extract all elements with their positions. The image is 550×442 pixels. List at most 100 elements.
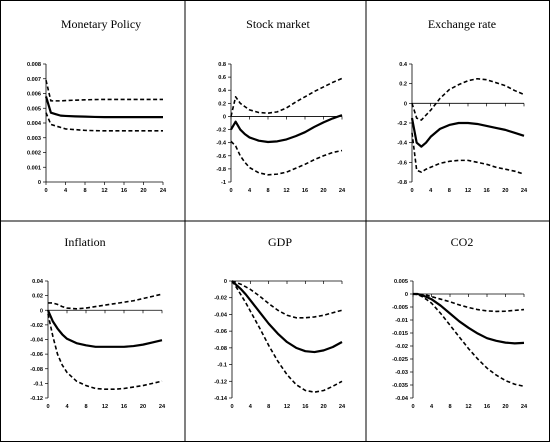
- x-tick-label: 0: [44, 188, 47, 194]
- y-tick-label: 0.003: [27, 136, 41, 142]
- x-tick-label: 16: [302, 188, 308, 194]
- y-tick-label: 0.2: [218, 101, 226, 107]
- y-tick-label: 0.008: [27, 62, 41, 68]
- y-tick-label: 0.004: [27, 121, 42, 127]
- y-tick-label: -0.04: [395, 396, 409, 402]
- x-tick-label: 12: [465, 188, 471, 194]
- y-tick-label: 0: [40, 308, 43, 314]
- x-tick-label: 24: [521, 188, 528, 194]
- series-line-upper-band: [413, 293, 525, 313]
- y-tick-label: 0.2: [399, 82, 407, 88]
- y-tick-label: -0.8: [216, 167, 226, 173]
- y-tick-label: -0.14: [214, 396, 228, 402]
- y-tick-label: -0.1: [33, 381, 43, 387]
- x-tick-label: 16: [484, 188, 490, 194]
- y-tick-label: -0.04: [30, 338, 44, 344]
- panel-exchange-rate: Exchange rate -0.8 -0.6 -0.4 -0.2 0 0.2 0.4 0 4 8…: [397, 17, 528, 194]
- panel-title: GDP: [268, 235, 292, 249]
- series-line-upper-band: [411, 77, 525, 121]
- x-tick-label: 4: [429, 188, 433, 194]
- x-tick-label: 16: [484, 404, 490, 410]
- x-tick-label: 12: [284, 404, 290, 410]
- x-tick-label: 24: [339, 404, 346, 410]
- x-tick-label: 8: [448, 188, 451, 194]
- y-tick-label: 0.002: [27, 151, 41, 157]
- y-tick-label: 0.8: [218, 62, 226, 68]
- y-tick-label: 0.001: [27, 165, 41, 171]
- y-tick-label: -0.02: [395, 344, 408, 350]
- series-line-estimate: [231, 280, 343, 354]
- x-tick-label: 20: [502, 188, 508, 194]
- x-tick-label: 20: [321, 404, 327, 410]
- panel-monetary-policy: Monetary Policy 0 0.001 0.002 0.003 0.004 0.0…: [27, 17, 167, 194]
- panel-title: CO2: [451, 235, 474, 249]
- y-tick-label: -0.12: [214, 379, 227, 385]
- panel-co2: CO2 -0.04 -0.035 -0.03 -0.025 -0.02 -0.015 -0.…: [392, 235, 528, 410]
- y-tick-label: -0.08: [30, 367, 43, 373]
- y-tick-label: 0.007: [27, 77, 41, 83]
- x-tick-label: 8: [83, 188, 86, 194]
- series-line-estimate: [44, 96, 163, 119]
- y-tick-label: -0.025: [392, 357, 408, 363]
- y-tick-label: -1: [221, 180, 226, 186]
- x-tick-label: 12: [101, 188, 107, 194]
- x-tick-label: 8: [267, 404, 270, 410]
- y-tick-label: -0.08: [214, 346, 227, 352]
- x-tick-label: 20: [320, 188, 326, 194]
- x-tick-label: 20: [502, 404, 508, 410]
- x-tick-label: 4: [248, 188, 252, 194]
- y-tick-label: 0: [405, 292, 408, 298]
- y-tick-label: 0.005: [27, 106, 41, 112]
- y-tick-label: 0.005: [394, 279, 408, 285]
- y-tick-label: -0.04: [214, 312, 228, 318]
- y-tick-label: -0.4: [216, 141, 227, 147]
- panel-stock-market: Stock market -1 -0.8 -0.6 -0.4 -0.2 0 0.2 0.4 0.…: [216, 17, 346, 194]
- x-tick-label: 0: [46, 404, 49, 410]
- panel-gdp: GDP -0.14 -0.12 -0.1 -0.08 -0.06 -0.04 -0.02 0 0…: [214, 235, 346, 410]
- series-line-lower-band: [47, 313, 163, 391]
- y-tick-label: -0.1: [217, 363, 227, 369]
- series-line-estimate: [410, 117, 525, 148]
- y-tick-label: 0: [224, 279, 227, 285]
- series-line-estimate: [46, 309, 163, 348]
- y-tick-label: -0.02: [214, 296, 227, 302]
- y-tick-label: 0.04: [32, 279, 44, 285]
- y-tick-label: 0.006: [27, 92, 41, 98]
- x-tick-label: 4: [64, 188, 68, 194]
- series-line-lower-band: [231, 280, 343, 393]
- x-tick-label: 16: [121, 188, 127, 194]
- panel-title: Inflation: [64, 235, 105, 249]
- series-line-estimate: [230, 114, 343, 144]
- panel-title: Monetary Policy: [61, 17, 141, 31]
- panel-title: Exchange rate: [428, 17, 496, 31]
- y-tick-label: -0.2: [397, 121, 407, 127]
- x-tick-label: 4: [430, 404, 434, 410]
- x-tick-label: 12: [283, 188, 289, 194]
- series-line-upper-band: [48, 293, 163, 310]
- y-tick-label: -0.06: [214, 329, 227, 335]
- series-line-upper-band: [231, 280, 343, 319]
- x-tick-label: 0: [229, 188, 232, 194]
- x-tick-label: 0: [411, 404, 414, 410]
- y-tick-label: -0.6: [397, 160, 407, 166]
- y-tick-label: -0.015: [392, 331, 408, 337]
- x-tick-label: 4: [65, 404, 69, 410]
- series-line-upper-band: [230, 77, 343, 117]
- x-tick-label: 0: [230, 404, 233, 410]
- y-tick-label: 0: [38, 180, 41, 186]
- x-tick-label: 24: [159, 404, 166, 410]
- y-tick-label: 0.02: [32, 294, 43, 300]
- y-tick-label: -0.02: [30, 323, 43, 329]
- y-tick-label: -0.035: [392, 383, 408, 389]
- panel-inflation: Inflation -0.12 -0.1 -0.08 -0.06 -0.04 -0.02 0…: [30, 235, 166, 410]
- x-tick-label: 12: [465, 404, 471, 410]
- y-tick-label: -0.2: [216, 128, 226, 134]
- x-tick-label: 8: [84, 404, 87, 410]
- y-tick-label: -0.03: [395, 370, 408, 376]
- y-tick-label: -0.6: [216, 154, 226, 160]
- x-tick-label: 20: [140, 404, 146, 410]
- x-tick-label: 4: [249, 404, 253, 410]
- series-line-lower-band: [230, 140, 343, 176]
- x-tick-label: 24: [339, 188, 346, 194]
- x-tick-label: 24: [160, 188, 167, 194]
